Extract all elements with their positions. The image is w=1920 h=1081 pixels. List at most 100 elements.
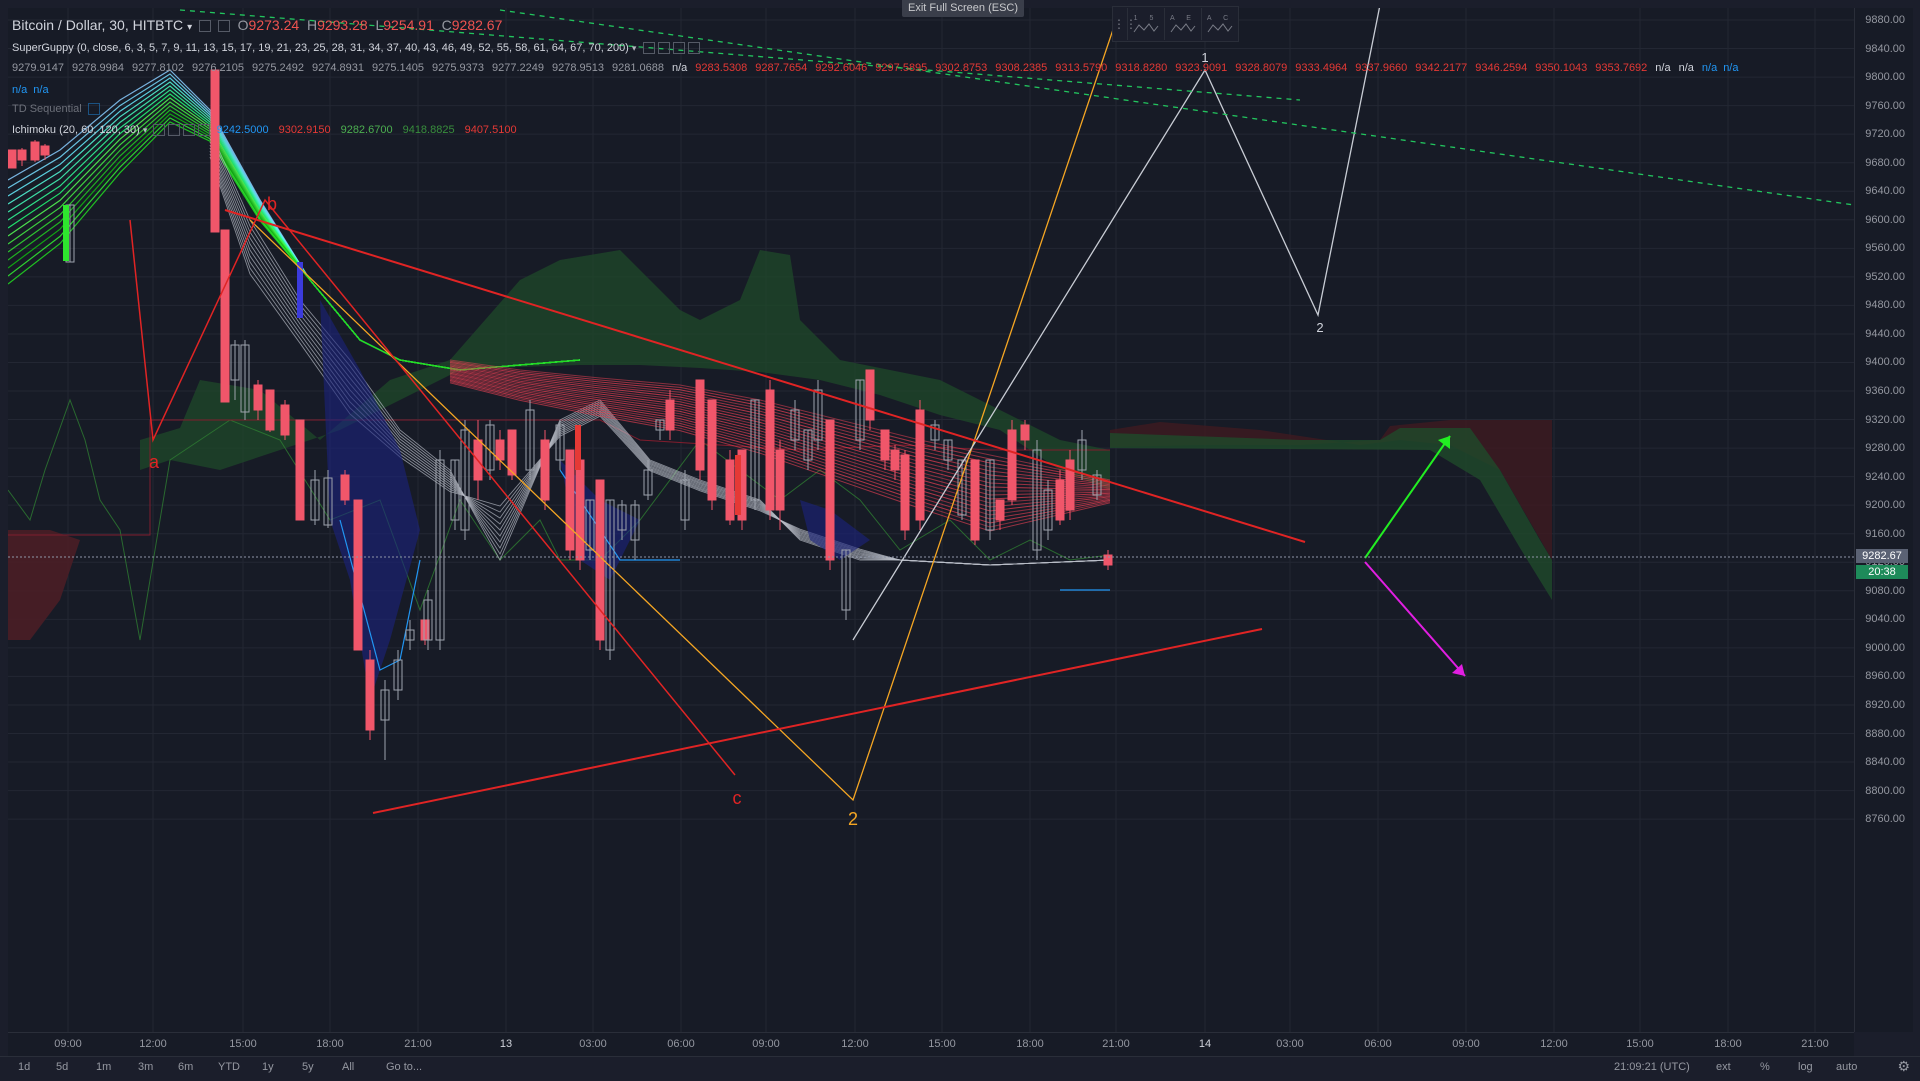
candle-body <box>423 599 433 641</box>
open-label: O <box>237 17 249 33</box>
drag-handle-icon[interactable]: ⋮⋮ <box>1113 17 1137 31</box>
candle-body <box>900 454 910 531</box>
ichimoku-value: 9282.6700 <box>340 124 393 136</box>
candle-body <box>765 389 775 511</box>
candle-body <box>1103 554 1113 566</box>
settings-icon[interactable] <box>168 124 181 137</box>
percent-toggle[interactable]: % <box>1760 1061 1770 1073</box>
wave-pattern-icon <box>1170 22 1196 32</box>
bar-countdown-label: 20:38 <box>1856 565 1908 579</box>
candle-body <box>280 404 290 436</box>
eye-icon[interactable] <box>642 42 655 55</box>
time-tick-label: 03:00 <box>579 1038 607 1050</box>
candle-body <box>985 459 995 531</box>
td-sequential-title[interactable]: TD Sequential <box>12 103 82 115</box>
close-icon[interactable] <box>198 124 211 137</box>
more-icon[interactable] <box>672 42 685 55</box>
eye-icon[interactable] <box>153 124 166 137</box>
range-button-ytd[interactable]: YTD <box>218 1061 240 1073</box>
superguppy-value: n/a <box>33 84 49 96</box>
wave-label-2-orange: 2 <box>848 809 858 829</box>
chart-pane[interactable]: a b c 2 1 2 <box>8 8 1854 1032</box>
range-button-3m[interactable]: 3m <box>138 1061 154 1073</box>
price-tick-label: 9760.00 <box>1865 99 1905 112</box>
more-icon[interactable] <box>183 124 196 137</box>
symbol-menu-icon[interactable]: ▾ <box>187 22 193 33</box>
superguppy-slow-ribbon <box>449 359 1111 481</box>
candle-body <box>380 689 390 721</box>
superguppy-title[interactable]: SuperGuppy (0, close, 6, 3, 5, 7, 9, 11,… <box>12 42 629 54</box>
range-button-5y[interactable]: 5y <box>302 1061 314 1073</box>
td-buy-marker <box>63 205 69 261</box>
range-button-5d[interactable]: 5d <box>56 1061 69 1073</box>
wave-label-a: a <box>149 452 160 472</box>
candle-body <box>405 629 415 641</box>
settings-icon[interactable] <box>87 103 100 116</box>
superguppy-value: 9275.1405 <box>372 62 424 74</box>
ichimoku-title[interactable]: Ichimoku (20, 60, 120, 30) <box>12 124 140 136</box>
time-axis[interactable]: 09:00 12:00 15:00 18:00 21:00 13 03:00 06:00 09:… <box>8 1032 1854 1057</box>
wave-tool-label: A E <box>1170 14 1196 22</box>
chevron-down-icon[interactable]: ▾ <box>631 43 637 53</box>
chevron-down-icon[interactable]: ▾ <box>142 125 148 135</box>
range-button-1y[interactable]: 1y <box>262 1061 274 1073</box>
candle-body <box>8 149 17 169</box>
candle-body <box>605 499 615 651</box>
symbol-legend[interactable]: Bitcoin / Dollar, 30, HITBTC ▾ O9273.24 … <box>12 17 502 33</box>
range-button-6m[interactable]: 6m <box>178 1061 194 1073</box>
settings-icon[interactable] <box>657 42 670 55</box>
range-button-1d[interactable]: 1d <box>18 1061 31 1073</box>
superguppy-value: n/a <box>12 84 28 96</box>
td-sequential-legend[interactable]: TD Sequential <box>12 103 100 116</box>
candle-body <box>450 459 460 521</box>
price-tick-label: 8800.00 <box>1865 784 1905 797</box>
wave-abc-tool[interactable]: A C <box>1201 8 1238 40</box>
superguppy-slow-ribbon <box>449 382 1111 532</box>
clock-label: 21:09:21 (UTC) <box>1614 1061 1690 1073</box>
candle-body <box>460 429 470 531</box>
td-countdown-marker <box>575 425 581 470</box>
eye-icon[interactable] <box>198 20 211 33</box>
low-value: 9254.91 <box>383 17 434 33</box>
goto-date-button[interactable]: Go to... <box>386 1061 423 1073</box>
candlesticks <box>8 69 1113 760</box>
superguppy-legend[interactable]: SuperGuppy (0, close, 6, 3, 5, 7, 9, 11,… <box>12 42 700 55</box>
settings-icon[interactable] <box>217 20 230 33</box>
range-button-all[interactable]: All <box>342 1061 355 1073</box>
wave-abcde-tool[interactable]: A E <box>1164 8 1201 40</box>
auto-toggle[interactable]: auto <box>1836 1061 1858 1073</box>
range-button-1m[interactable]: 1m <box>96 1061 112 1073</box>
gear-icon[interactable]: ⚙ <box>1897 1058 1910 1074</box>
price-tick-label: 9320.00 <box>1865 413 1905 426</box>
price-tick-label: 9040.00 <box>1865 613 1905 626</box>
candle-body <box>540 439 550 501</box>
price-chart[interactable]: a b c 2 1 2 <box>8 8 1854 1032</box>
candle-body <box>40 145 50 156</box>
time-tick-label: 03:00 <box>1276 1038 1304 1050</box>
superguppy-slow-ribbon <box>449 360 1111 482</box>
candle-body <box>30 141 40 161</box>
log-toggle[interactable]: log <box>1798 1061 1813 1073</box>
candle-body <box>555 424 565 461</box>
superguppy-slow-ribbon <box>449 371 1111 496</box>
symbol-name[interactable]: Bitcoin / Dollar, 30, HITBTC <box>12 17 184 33</box>
close-icon[interactable] <box>687 42 700 55</box>
price-tick-label: 9440.00 <box>1865 327 1905 340</box>
superguppy-value: 9342.2177 <box>1415 62 1468 74</box>
high-value: 9293.28 <box>317 17 368 33</box>
ichimoku-legend[interactable]: Ichimoku (20, 60, 120, 30) ▾ 9242.5000 93… <box>12 124 527 137</box>
superguppy-slow-ribbon <box>449 370 1111 492</box>
exit-fullscreen-button[interactable]: Exit Full Screen (ESC) <box>902 0 1024 17</box>
superguppy-slow-ribbon <box>449 375 1111 508</box>
wave-12345-tool[interactable]: 1 5 <box>1127 8 1164 40</box>
superguppy-value: 9328.8079 <box>1235 62 1288 74</box>
superguppy-slow-ribbon <box>449 364 1111 486</box>
superguppy-value: 9274.8931 <box>312 62 364 74</box>
price-tick-label: 9360.00 <box>1865 385 1905 398</box>
superguppy-slow-ribbon <box>449 372 1111 500</box>
price-axis[interactable]: 9880.00 9840.00 9800.00 9760.00 9720.00 9680.… <box>1854 8 1913 1032</box>
candle-body <box>353 499 363 651</box>
ichimoku-cloud-red <box>1110 420 1552 560</box>
candle-body <box>365 659 375 731</box>
ext-toggle[interactable]: ext <box>1716 1061 1731 1073</box>
